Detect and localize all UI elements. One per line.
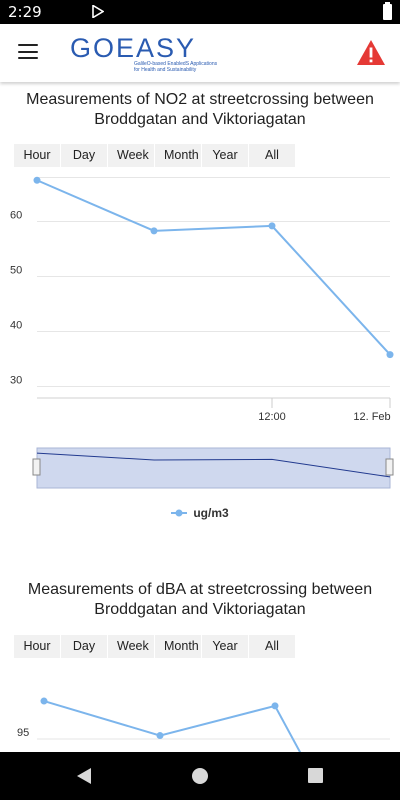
range-tabs-no2: Hour Day Week Month Year All	[14, 144, 296, 167]
data-point	[150, 227, 158, 235]
y-tick-label: 60	[10, 210, 22, 222]
tab-month[interactable]: Month	[155, 144, 201, 167]
chart-legend-no2[interactable]: ug/m3	[0, 506, 400, 520]
data-point	[268, 222, 276, 230]
battery-icon	[383, 2, 392, 20]
data-point	[33, 176, 41, 184]
series-line-no2	[36, 179, 391, 356]
no2-line-chart: 30 40 50 60 12:00 12. Feb	[10, 176, 394, 489]
legend-label: ug/m3	[193, 506, 229, 520]
tab-year[interactable]: Year	[202, 635, 248, 658]
x-tick-label: 12:00	[258, 411, 286, 423]
content-scroll[interactable]: Measurements of NO2 at streetcrossing be…	[0, 82, 400, 752]
data-point	[40, 697, 48, 705]
tab-week[interactable]: Week	[108, 635, 154, 658]
tab-month[interactable]: Month	[155, 635, 201, 658]
series-line-dba	[43, 700, 302, 752]
warning-triangle-icon[interactable]	[356, 39, 386, 66]
recents-icon[interactable]	[308, 768, 323, 783]
y-tick-label: 30	[10, 375, 22, 387]
chart-title-no2: Measurements of NO2 at streetcrossing be…	[26, 91, 374, 128]
status-time: 2:29	[8, 3, 42, 21]
logo-text: GOEASY	[70, 33, 197, 63]
back-icon[interactable]	[76, 767, 92, 785]
chart-title-dba: Measurements of dBA at streetcrossing be…	[27, 581, 373, 618]
y-tick-label: 95	[17, 727, 29, 739]
x-tick-label: 12. Feb	[353, 411, 390, 423]
data-point	[386, 351, 394, 359]
navigator-handle-left	[32, 458, 41, 476]
tab-all[interactable]: All	[249, 635, 295, 658]
tab-all[interactable]: All	[249, 144, 295, 167]
app-bar: GOEASY GalileO-based EnabledS Applicatio…	[0, 24, 400, 82]
data-point	[271, 702, 279, 710]
y-tick-label: 50	[10, 265, 22, 277]
navigator-window	[36, 447, 391, 489]
tab-day[interactable]: Day	[61, 144, 107, 167]
status-bar: 2:29	[0, 0, 400, 24]
y-tick-label: 40	[10, 320, 22, 332]
hamburger-menu-icon[interactable]	[18, 44, 38, 60]
system-nav-bar	[0, 752, 400, 800]
navigator-series	[36, 452, 391, 478]
tab-year[interactable]: Year	[202, 144, 248, 167]
tab-week[interactable]: Week	[108, 144, 154, 167]
goeasy-logo: GOEASY GalileO-based EnabledS Applicatio…	[70, 32, 220, 76]
tab-hour[interactable]: Hour	[14, 635, 60, 658]
range-tabs-dba: Hour Day Week Month Year All	[14, 635, 296, 658]
tab-day[interactable]: Day	[61, 635, 107, 658]
legend-marker-icon	[171, 509, 188, 517]
dba-line-chart: 95	[17, 697, 390, 752]
navigator-handle-right	[385, 458, 394, 476]
data-point	[156, 732, 164, 740]
home-icon[interactable]	[192, 768, 208, 784]
tab-hour[interactable]: Hour	[14, 144, 60, 167]
logo-tagline: GalileO-based EnabledS Applications for …	[134, 61, 218, 73]
play-store-icon	[92, 5, 104, 18]
